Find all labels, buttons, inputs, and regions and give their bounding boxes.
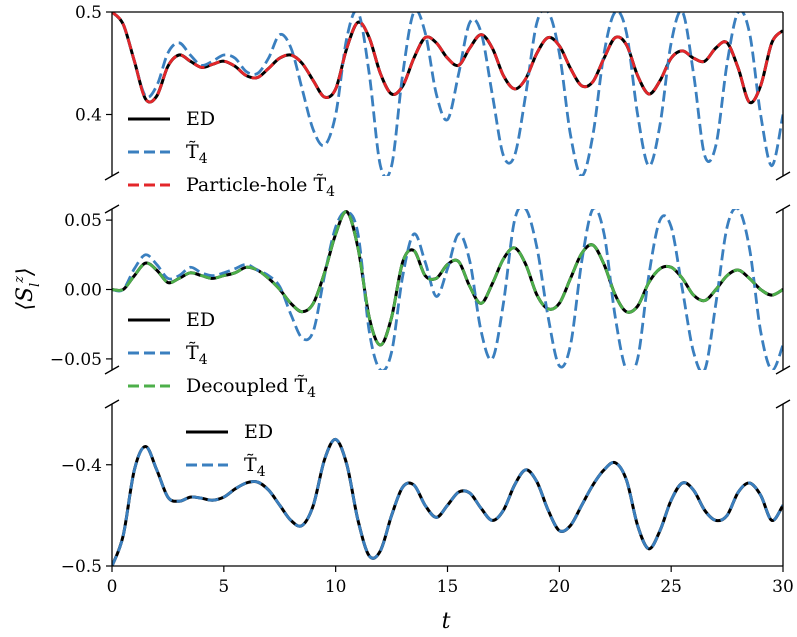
- panel-top: 0.4 0.5 ED T̃4 Particle-hole T̃4: [75, 3, 791, 200]
- axis-break-mark: [775, 399, 791, 409]
- y-tick-label: −0.5: [61, 557, 102, 577]
- series-line-middle-1: [112, 209, 783, 370]
- y-tick-label: −0.05: [50, 350, 102, 370]
- series-line-bottom-1: [112, 438, 783, 566]
- series-line-middle-2: [112, 210, 783, 347]
- axis-break-mark: [104, 204, 120, 214]
- y-tick-label: −0.4: [61, 456, 102, 476]
- legend-middle: ED T̃4 Decoupled T̃4: [128, 309, 316, 401]
- axis-break-mark: [104, 365, 120, 375]
- panel-middle: 0.05 0.00 −0.05 ED T̃4 Decoupled T̃4: [50, 204, 791, 401]
- x-tick-label: 10: [325, 577, 347, 597]
- x-tick-label: 20: [549, 577, 571, 597]
- series-line-top-2: [112, 12, 783, 105]
- axis-break-mark: [104, 399, 120, 409]
- x-tick-label: 15: [437, 577, 459, 597]
- legend-label: ED: [244, 421, 273, 443]
- x-tick-label: 25: [660, 577, 682, 597]
- y-axis-title: ⟨Slz⟩: [12, 267, 43, 310]
- axis-break-mark: [775, 365, 791, 375]
- legend-top: ED T̃4 Particle-hole T̃4: [128, 108, 335, 200]
- x-tick-label: 5: [218, 577, 229, 597]
- panel-bottom: −0.4 −0.50 5 10 15 20 25 30 ED T̃4: [61, 399, 794, 597]
- y-tick-label: 0.05: [64, 211, 102, 231]
- legend-label: Decoupled T̃4: [186, 375, 316, 401]
- y-tick-label: 0.4: [75, 106, 102, 126]
- legend-label: T̃4: [186, 342, 208, 368]
- y-tick-label: 0.00: [64, 281, 102, 301]
- legend-label: ED: [186, 108, 215, 130]
- x-tick-label: 0: [107, 577, 118, 597]
- axis-break-mark: [775, 171, 791, 181]
- axis-break-mark: [775, 204, 791, 214]
- legend-bottom: ED T̃4: [186, 421, 273, 480]
- x-tick-label: 30: [772, 577, 794, 597]
- series-line-bottom-0: [112, 437, 783, 566]
- y-tick-label: 0.5: [75, 3, 102, 23]
- series-line-top-1: [112, 12, 783, 176]
- legend-label: T̃4: [244, 454, 266, 480]
- x-axis-title: t: [442, 609, 451, 634]
- axis-break-mark: [104, 171, 120, 181]
- legend-label: ED: [186, 309, 215, 331]
- legend-label: T̃4: [186, 141, 208, 167]
- legend-label: Particle-hole T̃4: [186, 174, 335, 200]
